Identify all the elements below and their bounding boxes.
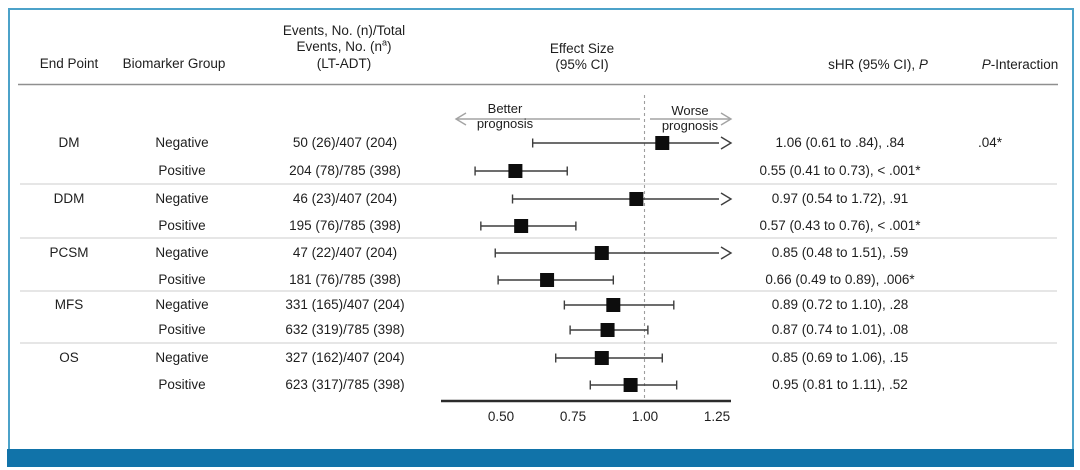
column-header-events: Events, No. (n)/Total Events, No. (na) (… — [244, 23, 444, 72]
end-point-cell: DM — [58, 135, 80, 150]
biomarker-group-cell: Negative — [155, 191, 209, 206]
ci-marker-row — [569, 323, 649, 337]
events-cell: 47 (22)/407 (204) — [292, 245, 398, 260]
events-cell: 204 (78)/785 (398) — [289, 163, 401, 178]
better-prognosis-label: Better prognosis — [476, 101, 534, 131]
column-header-shr: sHR (95% CI), P — [828, 57, 928, 72]
biomarker-group-cell: Negative — [155, 297, 209, 312]
biomarker-group-cell: Positive — [158, 163, 206, 178]
x-axis-tick-label: 1.25 — [703, 409, 731, 424]
ci-marker-row — [474, 164, 568, 178]
column-header-p-interaction: P-Interaction — [981, 57, 1059, 72]
column-header-biomarker-group: Biomarker Group — [122, 56, 226, 71]
events-cell: 46 (23)/407 (204) — [292, 191, 398, 206]
end-point-cell: OS — [59, 350, 79, 365]
point-estimate-marker — [514, 219, 529, 233]
point-estimate-marker — [540, 273, 555, 287]
biomarker-group-cell: Negative — [155, 350, 209, 365]
p-interaction-cell: .04* — [977, 135, 1003, 150]
biomarker-group-cell: Positive — [158, 377, 206, 392]
ci-marker-row — [563, 298, 675, 312]
ci-marker-row — [511, 192, 733, 206]
point-estimate-marker — [508, 164, 523, 178]
events-cell: 331 (165)/407 (204) — [285, 297, 405, 312]
events-cell: 181 (76)/785 (398) — [289, 272, 401, 287]
ci-marker-row — [531, 136, 733, 150]
figure-bottom-bar — [7, 449, 1074, 467]
ci-clipped-arrow — [720, 246, 733, 260]
x-axis-tick-label: 0.50 — [487, 409, 515, 424]
biomarker-group-cell: Negative — [155, 135, 209, 150]
point-estimate-marker — [655, 136, 670, 150]
ci-marker-row — [589, 378, 678, 392]
biomarker-group-cell: Positive — [158, 272, 206, 287]
worse-prognosis-label: Worse prognosis — [661, 103, 719, 133]
events-cell: 632 (319)/785 (398) — [285, 322, 405, 337]
end-point-cell: MFS — [54, 297, 84, 312]
ci-marker-row — [497, 273, 615, 287]
end-point-cell: PCSM — [49, 245, 89, 260]
events-header-line1: Events, No. (n)/Total — [282, 23, 406, 38]
x-axis-tick-label: 0.75 — [559, 409, 587, 424]
ci-marker-row — [480, 219, 577, 233]
events-header-line3: (LT-ADT) — [316, 55, 372, 71]
shr-ci-p-cell: 0.55 (0.41 to 0.73), < .001* — [759, 163, 921, 178]
shr-ci-p-cell: 0.87 (0.74 to 1.01), .08 — [771, 322, 909, 337]
column-header-end-point: End Point — [39, 56, 99, 71]
shr-ci-p-cell: 0.66 (0.49 to 0.89), .006* — [765, 272, 915, 287]
point-estimate-marker — [594, 351, 609, 365]
events-header-line2: Events, No. (na) — [296, 37, 392, 55]
biomarker-group-cell: Positive — [158, 218, 206, 233]
biomarker-group-cell: Negative — [155, 245, 209, 260]
ci-marker-row — [555, 351, 663, 365]
end-point-cell: DDM — [53, 191, 85, 206]
events-cell: 195 (76)/785 (398) — [289, 218, 401, 233]
biomarker-group-cell: Positive — [158, 322, 206, 337]
events-cell: 623 (317)/785 (398) — [285, 377, 405, 392]
shr-ci-p-cell: 0.97 (0.54 to 1.72), .91 — [771, 191, 909, 206]
ci-clipped-arrow — [720, 136, 733, 150]
point-estimate-marker — [594, 246, 609, 260]
events-cell: 327 (162)/407 (204) — [285, 350, 405, 365]
ci-marker-row — [494, 246, 733, 260]
effect-size-header-line2: (95% CI) — [555, 57, 609, 73]
shr-ci-p-cell: 0.57 (0.43 to 0.76), < .001* — [759, 218, 921, 233]
x-axis-tick-label: 1.00 — [631, 409, 659, 424]
point-estimate-marker — [623, 378, 638, 392]
point-estimate-marker — [629, 192, 644, 206]
shr-ci-p-cell: 0.95 (0.81 to 1.11), .52 — [772, 377, 908, 392]
shr-ci-p-cell: 0.85 (0.48 to 1.51), .59 — [771, 245, 909, 260]
point-estimate-marker — [600, 323, 615, 337]
shr-ci-p-cell: 0.85 (0.69 to 1.06), .15 — [771, 350, 909, 365]
ci-clipped-arrow — [720, 192, 733, 206]
shr-ci-p-cell: 1.06 (0.61 to .84), .84 — [775, 135, 905, 150]
point-estimate-marker — [606, 298, 621, 312]
events-cell: 50 (26)/407 (204) — [292, 135, 398, 150]
shr-ci-p-cell: 0.89 (0.72 to 1.10), .28 — [771, 297, 909, 312]
column-header-effect-size: Effect Size (95% CI) — [482, 41, 682, 74]
effect-size-header-line1: Effect Size — [549, 41, 615, 56]
